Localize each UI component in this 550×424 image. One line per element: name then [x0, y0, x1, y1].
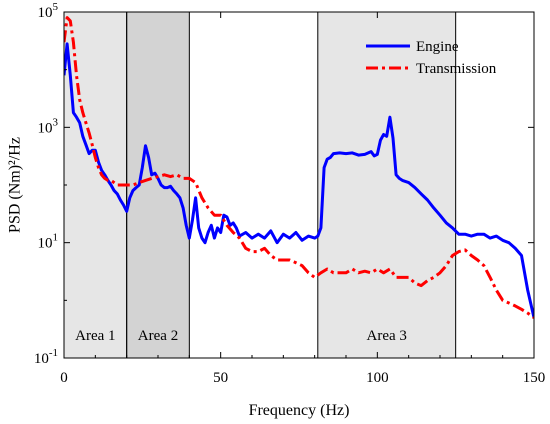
region-1 — [64, 12, 127, 358]
region-labels: Area 1 Area 2 Area 3 — [75, 328, 407, 344]
x-tick-label: 50 — [213, 370, 228, 386]
region-label-1: Area 1 — [75, 328, 115, 344]
legend-label-transmission: Transmission — [416, 61, 497, 77]
x-tick-label: 150 — [523, 370, 546, 386]
region-label-2: Area 2 — [138, 328, 178, 344]
region-boundary-lines — [126, 12, 457, 358]
x-tick-label: 0 — [60, 370, 68, 386]
y-axis-label: PSD (Nm)²/Hz — [7, 137, 24, 233]
y-tick-label: 101 — [38, 232, 59, 252]
x-axis-label: Frequency (Hz) — [249, 402, 350, 419]
y-tick-label: 103 — [38, 116, 59, 136]
axis-ticks: 0 50 100 150 10-1 101 103 105 — [34, 1, 545, 386]
series-line-transmission — [64, 16, 534, 319]
legend: Engine Transmission — [366, 39, 497, 77]
region-3 — [317, 12, 456, 358]
legend-label-engine: Engine — [416, 39, 459, 55]
shaded-regions — [64, 12, 456, 358]
region-label-3: Area 3 — [367, 328, 407, 344]
x-tick-label: 100 — [366, 370, 389, 386]
y-tick-label: 10-1 — [34, 347, 58, 367]
series-line-engine — [64, 42, 534, 319]
series-lines — [64, 16, 534, 319]
y-tick-label: 105 — [38, 1, 59, 21]
